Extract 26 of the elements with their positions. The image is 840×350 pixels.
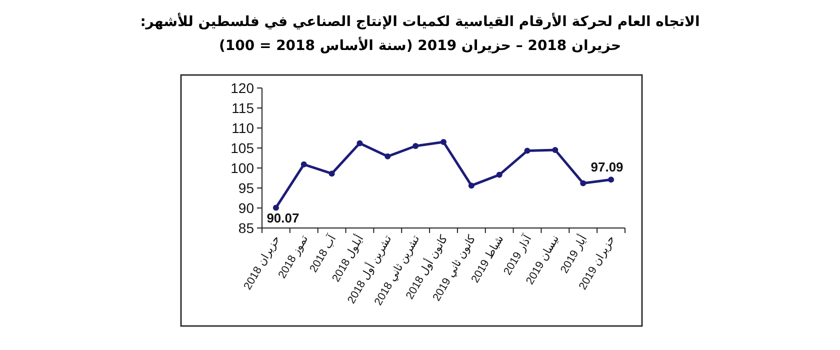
point	[496, 172, 502, 178]
subtitle: حزيران 2018 – حزيران 2019 (سنة الأساس 2018 = 100)	[218, 38, 622, 54]
point	[608, 176, 614, 183]
y-tick-label: 90	[238, 200, 254, 216]
y-tick-label: 95	[238, 180, 254, 196]
point	[440, 139, 446, 145]
y-tick-label: 115	[232, 100, 254, 116]
y-tick-label: 110	[232, 120, 254, 136]
point	[580, 180, 586, 186]
point	[524, 148, 530, 154]
data-label: 97.09	[590, 160, 624, 175]
point	[552, 147, 558, 153]
point	[272, 204, 279, 211]
data-label: 90.07	[266, 210, 300, 226]
point	[300, 161, 307, 168]
y-tick-label: 120	[230, 80, 254, 96]
point	[328, 170, 335, 177]
y-tick-label: 100	[230, 160, 254, 176]
point	[468, 182, 474, 189]
y-tick-label: 85	[238, 220, 254, 236]
x-tick-label: تموز 2018	[276, 234, 310, 281]
title: الاتجاه العام لحركة الأرقام القياسية لكميات الإنتاج الصناعي في فلسطين للأشهر:	[140, 14, 700, 30]
y-tick-label: 105	[230, 140, 254, 156]
point	[412, 143, 419, 149]
point	[384, 153, 391, 160]
point	[356, 140, 363, 146]
